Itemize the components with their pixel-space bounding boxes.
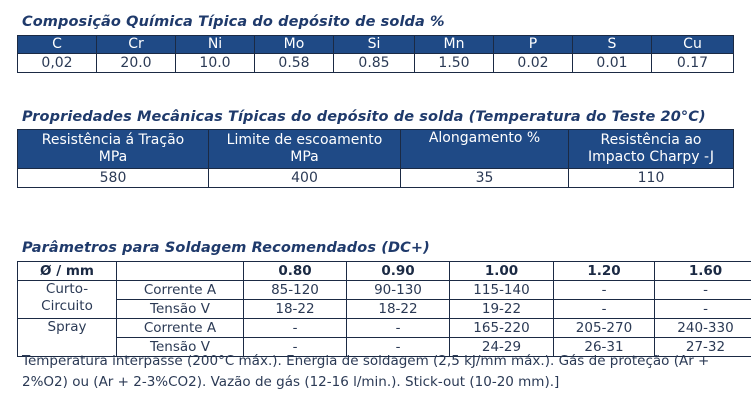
parameter-value: - xyxy=(553,280,655,300)
parameter-value: 19-22 xyxy=(449,299,554,319)
element-header: C xyxy=(17,35,97,54)
tensile-strength-header: Resistência á Tração MPa xyxy=(17,129,209,169)
mechanical-properties-table: Resistência á Tração MPa Limite de escoa… xyxy=(17,129,734,188)
parameter-value: 115-140 xyxy=(449,280,554,300)
header-line: Resistência á Tração xyxy=(41,132,185,148)
yield-strength-header: Limite de escoamento MPa xyxy=(208,129,401,169)
header-unit: MPa xyxy=(290,149,319,165)
table-row: Tensão V - - 24-29 26-31 27-32 xyxy=(18,337,751,357)
parameter-value: - xyxy=(346,337,450,357)
mechanical-value-row: 580 400 35 110 xyxy=(17,168,734,188)
diameter-value: 1.60 xyxy=(654,261,751,281)
diameter-label: Ø / mm xyxy=(17,261,117,281)
chemical-composition-title: Composição Química Típica do depósito de… xyxy=(22,14,445,30)
chemical-composition-table: C Cr Ni Mo Si Mn P S Cu 0,02 20.0 10.0 0… xyxy=(17,35,734,73)
element-value: 0.85 xyxy=(333,53,415,73)
spray-mode: Spray xyxy=(17,318,117,357)
element-value: 0.58 xyxy=(254,53,334,73)
welding-parameters-table: Ø / mm 0.80 0.90 1.00 1.20 1.60 Curto- C… xyxy=(17,261,751,357)
mechanical-header-row: Resistência á Tração MPa Limite de escoa… xyxy=(17,129,734,169)
parameter-value: - xyxy=(654,299,751,319)
element-header: Mo xyxy=(254,35,334,54)
table-row: Spray Corrente A - - 165-220 205-270 240… xyxy=(17,318,751,357)
element-header: Ni xyxy=(175,35,255,54)
element-value: 10.0 xyxy=(175,53,255,73)
header-line: Alongamento % xyxy=(428,130,541,147)
short-circuit-mode: Curto- Circuito xyxy=(17,280,117,319)
parameter-value: 85-120 xyxy=(243,280,347,300)
parameter-value: - xyxy=(654,280,751,300)
element-value: 20.0 xyxy=(96,53,176,73)
welding-notes: Temperatura interpasse (200°C máx.). Ene… xyxy=(22,353,710,390)
parameter-value: 165-220 xyxy=(449,318,554,338)
element-header: P xyxy=(493,35,573,54)
element-header: Mn xyxy=(414,35,494,54)
mode-line: Circuito xyxy=(41,298,93,314)
parameter-value: - xyxy=(243,318,347,338)
diameter-value: 1.00 xyxy=(449,261,554,281)
table-row: Curto- Circuito Corrente A 85-120 90-130… xyxy=(17,280,751,319)
parameter-value: - xyxy=(553,299,655,319)
impact-value: 110 xyxy=(568,168,734,188)
parameter-value: 18-22 xyxy=(243,299,347,319)
parameter-value: 24-29 xyxy=(449,337,554,357)
tensile-strength-value: 580 xyxy=(17,168,209,188)
elongation-header: Alongamento % xyxy=(400,129,569,169)
element-header: Cu xyxy=(651,35,734,54)
header-line: Limite de escoamento xyxy=(226,132,383,148)
diameter-value: 0.90 xyxy=(346,261,450,281)
element-value: 0,02 xyxy=(17,53,97,73)
element-header: Cr xyxy=(96,35,176,54)
parameter-label: Tensão V xyxy=(116,299,244,319)
table-row: Tensão V 18-22 18-22 19-22 - - xyxy=(18,299,751,319)
mechanical-properties-title: Propriedades Mecânicas Típicas do depósi… xyxy=(22,109,706,125)
parameter-value: 27-32 xyxy=(654,337,751,357)
parameter-value: 90-130 xyxy=(346,280,450,300)
element-header: Si xyxy=(333,35,415,54)
parameter-label: Corrente A xyxy=(116,280,244,300)
header-unit: MPa xyxy=(98,149,128,165)
parameter-value: 205-270 xyxy=(553,318,655,338)
parameter-value: 240-330 xyxy=(654,318,751,338)
yield-strength-value: 400 xyxy=(208,168,401,188)
diameter-header-row: Ø / mm 0.80 0.90 1.00 1.20 1.60 xyxy=(17,261,751,281)
chemical-value-row: 0,02 20.0 10.0 0.58 0.85 1.50 0.02 0.01 … xyxy=(17,53,734,73)
mode-line: Curto- xyxy=(45,281,89,298)
empty-header-cell xyxy=(116,261,244,281)
parameter-value: 18-22 xyxy=(346,299,450,319)
element-value: 0.01 xyxy=(572,53,652,73)
parameter-value: - xyxy=(346,318,450,338)
mode-line: Spray xyxy=(47,319,87,336)
element-value: 0.02 xyxy=(493,53,573,73)
element-header: S xyxy=(572,35,652,54)
chemical-header-row: C Cr Ni Mo Si Mn P S Cu xyxy=(17,35,734,54)
parameter-value: 26-31 xyxy=(553,337,655,357)
header-unit: Impacto Charpy -J xyxy=(588,149,714,165)
impact-header: Resistência ao Impacto Charpy -J xyxy=(568,129,734,169)
parameter-label: Corrente A xyxy=(116,318,244,338)
element-value: 1.50 xyxy=(414,53,494,73)
diameter-value: 0.80 xyxy=(243,261,347,281)
elongation-value: 35 xyxy=(400,168,569,188)
diameter-value: 1.20 xyxy=(553,261,655,281)
welding-parameters-title: Parâmetros para Soldagem Recomendados (D… xyxy=(22,240,430,256)
element-value: 0.17 xyxy=(651,53,734,73)
header-line: Resistência ao xyxy=(600,132,702,148)
